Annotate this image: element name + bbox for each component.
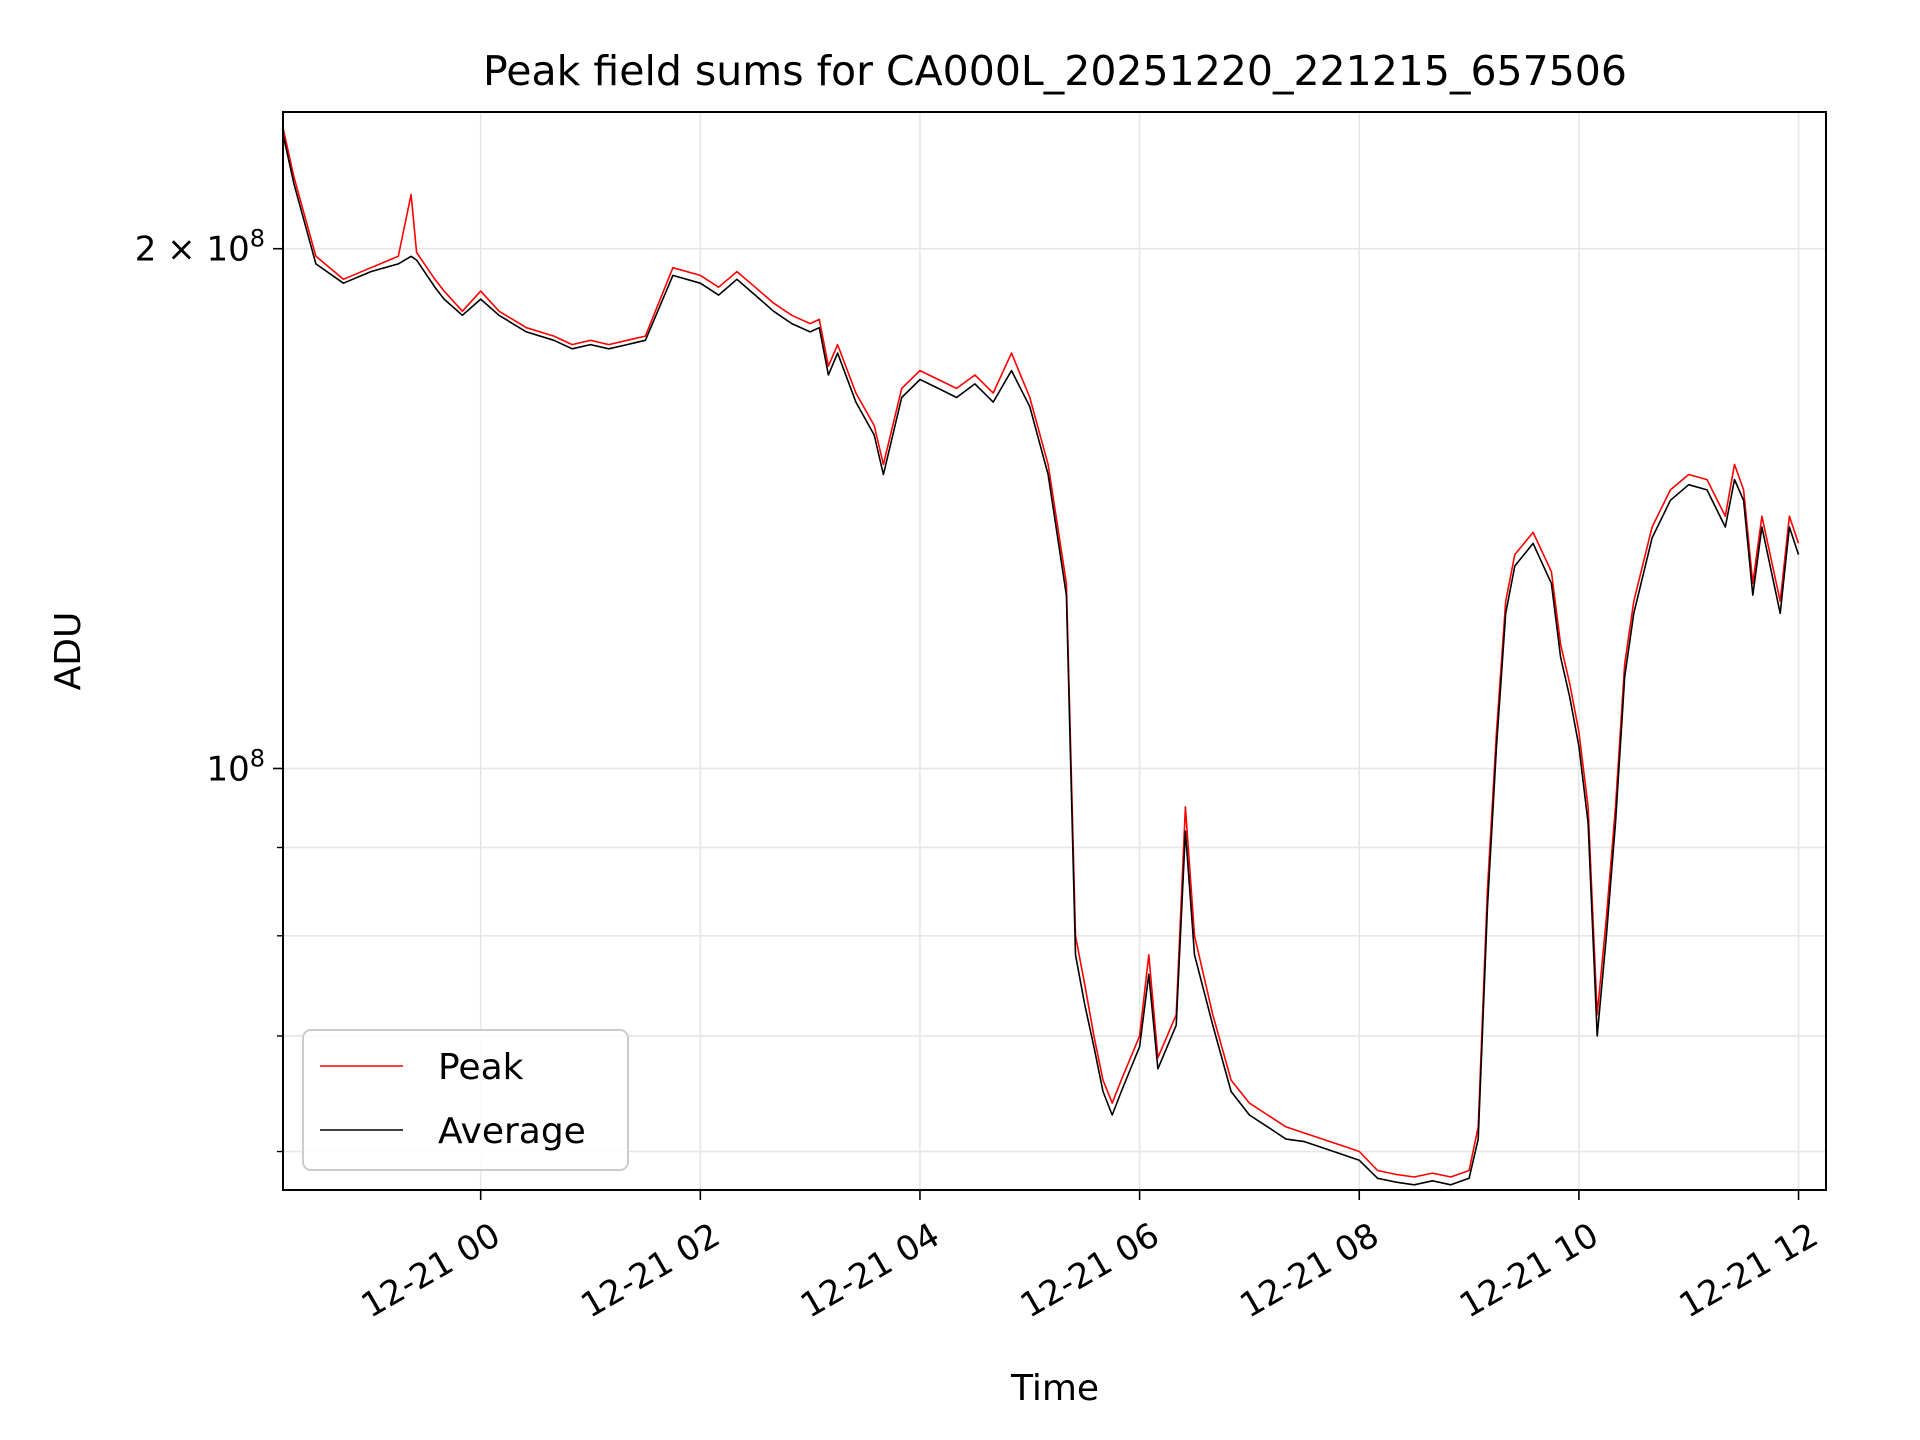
y-tick-label: 108 (206, 744, 265, 789)
y-tick-label-exponent: 8 (250, 744, 265, 772)
plot-frame (282, 111, 1827, 1191)
grid (283, 112, 1826, 1190)
chart-title: Peak field sums for CA000L_20251220_2212… (483, 47, 1627, 95)
series-layer (282, 127, 1800, 1186)
y-tick-label-base: 10 (206, 230, 249, 270)
y-axis-label: ADU (48, 612, 89, 691)
legend-label-peak: Peak (438, 1047, 524, 1088)
series-line-average (282, 134, 1800, 1186)
y-tick-label-base: 10 (206, 749, 249, 789)
y-tick-label-mantissa: 2 × (135, 230, 207, 270)
y-tick-label-exponent: 8 (250, 225, 265, 253)
series-line-peak (282, 127, 1800, 1178)
legend: Peak Average (302, 1029, 629, 1171)
x-axis-label: Time (1010, 1368, 1099, 1409)
legend-box (302, 1029, 629, 1171)
legend-label-average: Average (438, 1111, 586, 1152)
y-tick-label: 2 × 108 (135, 225, 265, 270)
